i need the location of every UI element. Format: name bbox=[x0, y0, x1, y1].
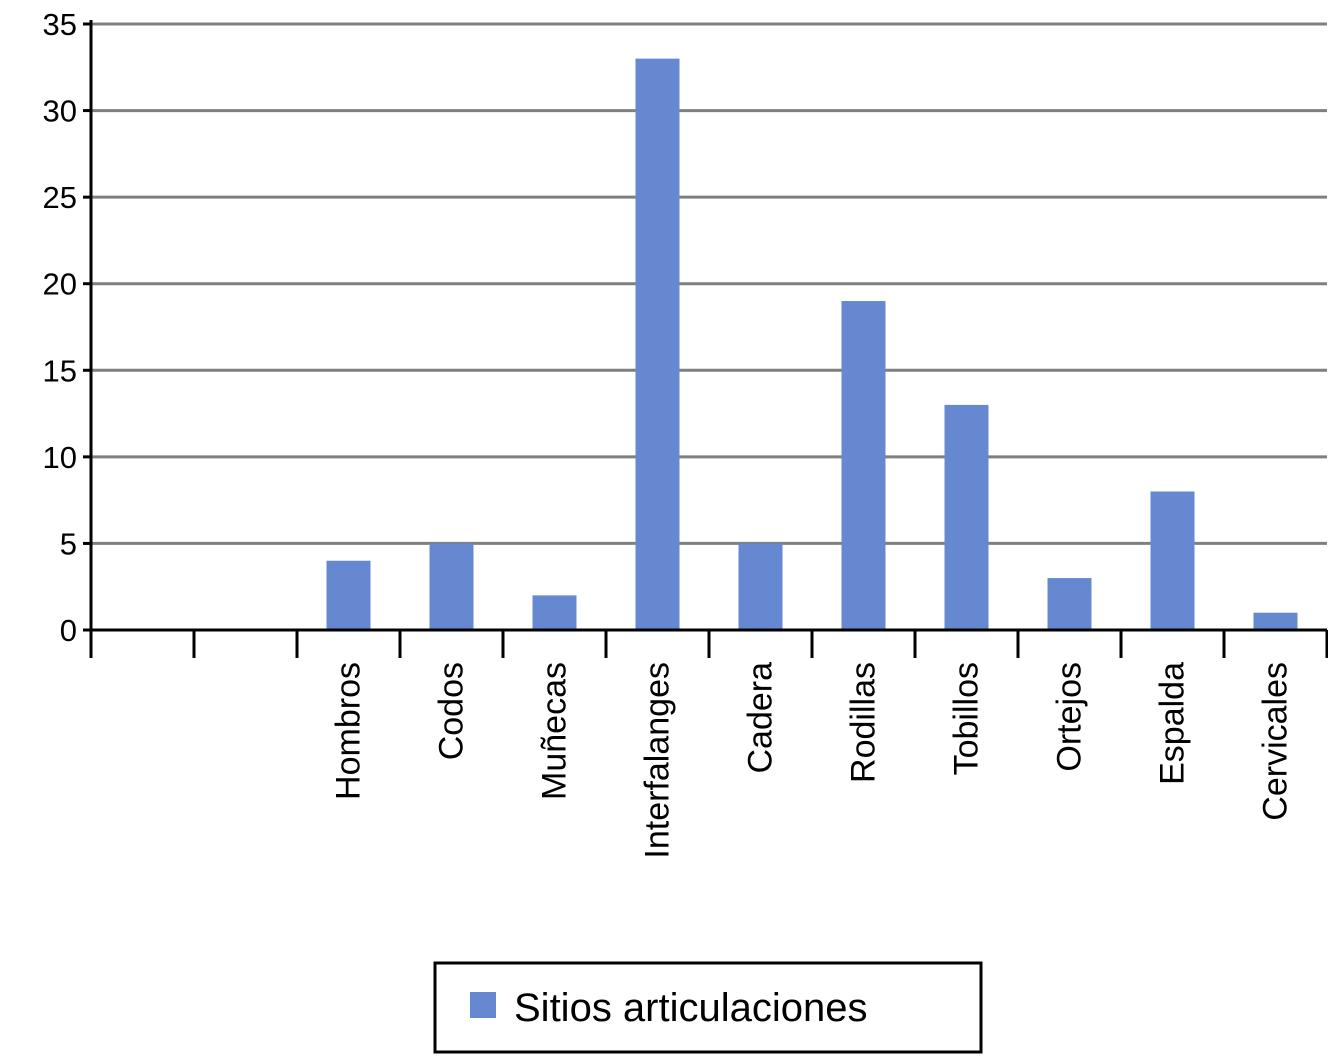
x-tick-label: Espalda bbox=[1154, 662, 1192, 785]
y-tick-label: 5 bbox=[60, 526, 77, 561]
axes bbox=[83, 20, 1328, 658]
y-tick-label: 25 bbox=[43, 180, 77, 215]
x-tick-label: Cervicales bbox=[1257, 662, 1295, 821]
x-tick-label: Muñecas bbox=[536, 662, 574, 800]
bar bbox=[429, 543, 474, 630]
bar bbox=[532, 595, 577, 630]
y-tick-label: 10 bbox=[43, 440, 77, 475]
y-tick-labels: 0 5 10 15 20 25 30 35 bbox=[43, 7, 77, 648]
y-tick-label: 15 bbox=[43, 353, 77, 388]
bars bbox=[326, 58, 1298, 631]
legend-label: Sitios articulaciones bbox=[514, 986, 868, 1030]
bar bbox=[944, 404, 989, 630]
y-tick-label: 35 bbox=[43, 7, 77, 42]
y-tick-label: 20 bbox=[43, 267, 77, 302]
bar bbox=[1047, 578, 1092, 630]
legend-swatch bbox=[470, 992, 496, 1018]
legend-box bbox=[433, 961, 983, 1054]
bar bbox=[1253, 612, 1298, 630]
x-tick-label: Interfalanges bbox=[639, 662, 677, 859]
bar bbox=[635, 58, 680, 631]
x-tick-labels: Hombros Codos Muñecas Interfalanges Cadera Ro… bbox=[330, 662, 1295, 859]
bar bbox=[326, 560, 371, 630]
x-tick-label: Codos bbox=[433, 662, 471, 760]
x-tick-label: Cadera bbox=[742, 662, 780, 774]
bar bbox=[738, 543, 783, 630]
bar bbox=[1150, 491, 1195, 630]
x-tick-label: Tobillos bbox=[948, 662, 986, 775]
x-tick-label: Ortejos bbox=[1051, 662, 1089, 772]
y-tick-label: 0 bbox=[60, 613, 77, 648]
x-tick-label: Rodillas bbox=[845, 662, 883, 783]
y-tick-label: 30 bbox=[43, 94, 77, 129]
gridlines bbox=[91, 22, 1327, 545]
legend: Sitios articulaciones bbox=[433, 961, 983, 1054]
bar bbox=[841, 301, 886, 630]
x-tick-label: Hombros bbox=[330, 662, 368, 800]
